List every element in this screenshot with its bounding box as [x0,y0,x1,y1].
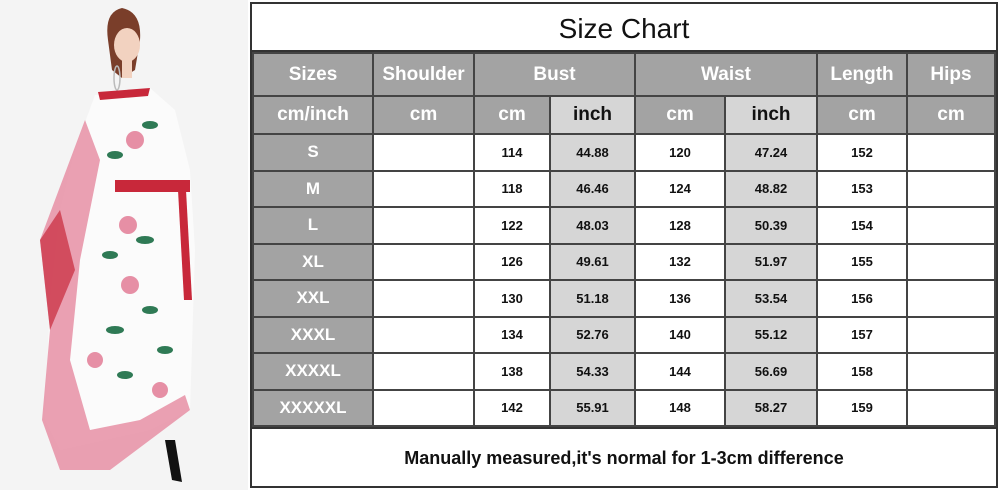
header-shoulder: Shoulder [372,52,475,97]
cell-waist-cm: 128 [634,206,727,245]
unit-sizes: cm/inch [252,95,374,135]
cell-waist-cm: 144 [634,352,727,391]
header-length: Length [816,52,909,97]
cell-bust-cm: 130 [473,279,551,318]
cell-bust-inch: 46.46 [548,169,637,208]
header-sizes: Sizes [252,52,374,97]
header-hips: Hips [906,52,996,97]
cell-waist-cm: 136 [634,279,727,318]
cell-shoulder [372,388,475,427]
unit-length: cm [816,95,909,135]
cell-waist-inch: 53.54 [724,279,819,318]
cell-size: XXXXXL [252,388,374,427]
cell-waist-cm: 120 [634,133,727,172]
table-row: XXXXXL 142 55.91 148 58.27 159 [252,388,996,427]
cell-length: 152 [816,133,909,172]
cell-hips [906,206,996,245]
header-row: Sizes Shoulder Bust Waist Length Hips [252,52,996,97]
cell-waist-cm: 124 [634,169,727,208]
cell-hips [906,242,996,281]
table-row: XXXL 134 52.76 140 55.12 157 [252,315,996,354]
cell-waist-cm: 140 [634,315,727,354]
cell-length: 153 [816,169,909,208]
cell-size: S [252,133,374,172]
unit-row: cm/inch cm cm inch cm inch cm cm [252,95,996,135]
table-row: XL 126 49.61 132 51.97 155 [252,242,996,281]
cell-length: 156 [816,279,909,318]
cell-shoulder [372,169,475,208]
unit-waist-cm: cm [634,95,727,135]
header-bust: Bust [472,52,637,97]
cell-length: 158 [816,352,909,391]
cell-shoulder [372,352,475,391]
cell-hips [906,315,996,354]
cell-waist-inch: 56.69 [724,352,819,391]
cell-bust-inch: 55.91 [548,388,637,427]
unit-waist-inch: inch [724,95,819,135]
unit-shoulder: cm [372,95,475,135]
measurement-note: Manually measured,it's normal for 1-3cm … [252,427,996,489]
cell-size: XL [252,242,374,281]
cell-size: M [252,169,374,208]
cell-hips [906,388,996,427]
cell-bust-cm: 114 [473,133,551,172]
table-row: S 114 44.88 120 47.24 152 [252,133,996,172]
cell-shoulder [372,242,475,281]
cell-bust-inch: 54.33 [548,352,637,391]
cell-waist-cm: 132 [634,242,727,281]
size-table: Sizes Shoulder Bust Waist Length Hips cm… [252,52,996,427]
unit-bust-cm: cm [473,95,551,135]
cell-shoulder [372,133,475,172]
cell-bust-inch: 44.88 [548,133,637,172]
cell-waist-inch: 47.24 [724,133,819,172]
cell-size: XXL [252,279,374,318]
cell-length: 157 [816,315,909,354]
cell-hips [906,169,996,208]
cell-bust-inch: 48.03 [548,206,637,245]
size-chart-title: Size Chart [252,4,996,52]
cell-hips [906,133,996,172]
cell-bust-inch: 51.18 [548,279,637,318]
cell-bust-cm: 118 [473,169,551,208]
cell-length: 159 [816,388,909,427]
cell-bust-cm: 134 [473,315,551,354]
cell-waist-inch: 51.97 [724,242,819,281]
cell-bust-cm: 138 [473,352,551,391]
cell-bust-inch: 49.61 [548,242,637,281]
model-in-floral-dress-image [0,0,248,490]
cell-size: L [252,206,374,245]
unit-bust-inch: inch [548,95,637,135]
cell-bust-cm: 122 [473,206,551,245]
table-row: XXXXL 138 54.33 144 56.69 158 [252,352,996,391]
table-row: M 118 46.46 124 48.82 153 [252,169,996,208]
cell-shoulder [372,206,475,245]
cell-hips [906,352,996,391]
cell-waist-inch: 55.12 [724,315,819,354]
cell-shoulder [372,279,475,318]
cell-length: 155 [816,242,909,281]
cell-bust-inch: 52.76 [548,315,637,354]
cell-bust-cm: 126 [473,242,551,281]
cell-size: XXXL [252,315,374,354]
product-photo [0,0,248,490]
cell-waist-inch: 50.39 [724,206,819,245]
unit-hips: cm [906,95,996,135]
size-chart: Size Chart Sizes Shoulder Bust Waist Len… [250,2,998,488]
cell-shoulder [372,315,475,354]
table-row: XXL 130 51.18 136 53.54 156 [252,279,996,318]
table-row: L 122 48.03 128 50.39 154 [252,206,996,245]
header-waist: Waist [634,52,819,97]
cell-size: XXXXL [252,352,374,391]
cell-hips [906,279,996,318]
cell-waist-inch: 48.82 [724,169,819,208]
cell-bust-cm: 142 [473,388,551,427]
cell-waist-inch: 58.27 [724,388,819,427]
cell-length: 154 [816,206,909,245]
cell-waist-cm: 148 [634,388,727,427]
